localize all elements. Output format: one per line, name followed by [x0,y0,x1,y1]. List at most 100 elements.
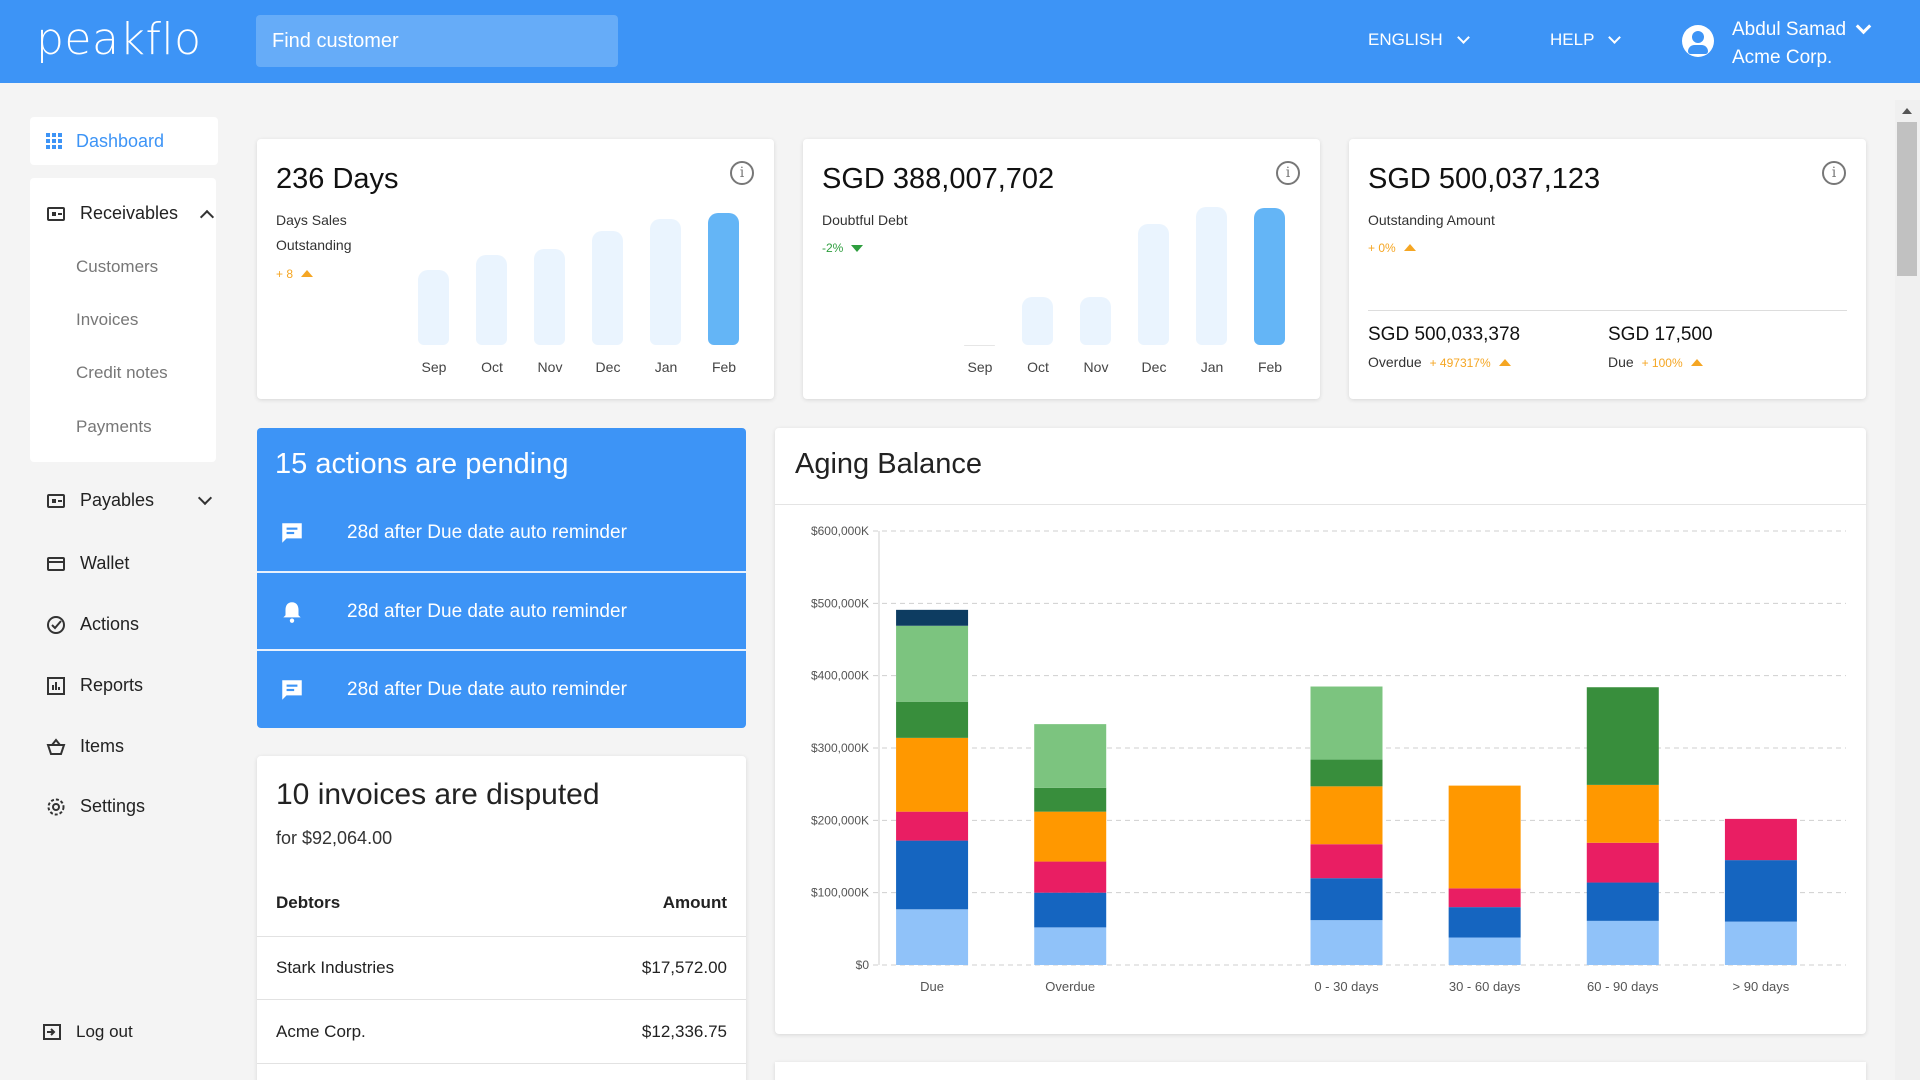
logout-label: Log out [76,1022,133,1041]
sidebar-item-payments[interactable]: Payments [76,417,152,436]
peakflo-logo[interactable]: peakflo [36,14,202,65]
stacked-bar-segment [1034,892,1107,928]
sidebar-item-label: Dashboard [76,130,165,151]
sidebar-item-label: Settings [80,796,146,816]
sidebar-item-actions[interactable]: Actions [46,614,139,635]
stacked-bar-segment [1586,784,1659,843]
sidebar-item-payables[interactable]: Payables [46,490,213,511]
top-header: peakflo Find customer ENGLISH HELP Abdul… [0,0,1920,83]
disputed-invoices-panel: 10 invoices are disputed for $92,064.00 … [257,756,746,1080]
divider [257,571,746,573]
divider [257,1063,746,1064]
sidebar-item-credit-notes[interactable]: Credit notes [76,363,168,382]
stacked-bar-segment [1586,920,1659,965]
pending-action-item[interactable]: 28d after Due date auto reminder [257,651,746,728]
sidebar-item-customers[interactable]: Customers [76,257,159,276]
arrow-up-icon [301,270,314,277]
info-icon[interactable]: i [1276,161,1300,185]
mini-bar-label: Sep [967,359,993,375]
debtor-name: Stark Industries [276,958,395,977]
overdue-value: SGD 500,033,378 [1368,324,1521,345]
mini-bar-label: Oct [481,359,503,375]
mini-bar-label: Jan [1200,359,1224,375]
bell-icon [283,601,301,623]
divider [257,936,746,937]
stacked-bar-segment [1586,882,1659,921]
stacked-bar-segment [1724,860,1797,922]
sidebar-item-label: Wallet [80,553,130,573]
pending-action-label: 28d after Due date auto reminder [347,678,627,700]
stacked-bar-segment [1310,878,1383,921]
language-dropdown[interactable]: ENGLISH [1368,30,1470,50]
due-change: + 100% [1641,356,1683,370]
sidebar-item-reports[interactable]: Reports [46,675,143,696]
y-tick-label: $400,000K [811,669,869,683]
user-menu[interactable]: Abdul Samad Acme Corp. [1682,16,1872,72]
user-org: Acme Corp. [1732,47,1833,68]
stacked-bar-segment [1586,687,1659,785]
mini-bar [476,254,507,345]
pending-action-item[interactable]: 28d after Due date auto reminder [257,573,746,650]
pending-action-item[interactable]: 28d after Due date auto reminder [257,494,746,571]
mini-bar-label: Nov [537,359,563,375]
overdue-change: + 497317% [1429,356,1491,370]
x-tick-label: 0 - 30 days [1314,979,1379,994]
chevron-down-icon[interactable] [1855,19,1872,35]
stacked-bar-segment [896,701,969,738]
sidebar-item-label: Receivables [80,203,179,223]
mini-bar [1196,206,1227,345]
stacked-bar-segment [1034,861,1107,893]
sidebar-item-dashboard[interactable]: Dashboard [30,117,218,165]
kpi-value: SGD 388,007,702 [822,163,1055,195]
sidebar-item-invoices[interactable]: Invoices [76,310,139,329]
sidebar-item-label: Items [80,736,125,756]
mini-bar [650,218,681,345]
sidebar-item-receivables[interactable]: Receivables [46,203,215,224]
stacked-bar-segment [1724,818,1797,861]
scroll-up-icon[interactable] [1902,108,1912,114]
y-tick-label: $0 [856,958,870,972]
x-tick-label: > 90 days [1733,979,1790,994]
logout-button[interactable]: Log out [42,1022,133,1042]
scrollbar-thumb[interactable] [1897,122,1917,276]
kpi-change-value: -2% [822,241,844,255]
chevron-down-icon [1608,31,1622,44]
chevron-up-icon [199,209,215,224]
kpi-label: Days Sales Outstanding [276,212,352,253]
sidebar-item-label: Actions [80,614,140,634]
column-header-debtors: Debtors [276,893,341,912]
receivables-icon [47,206,65,221]
stacked-bar-segment [1310,786,1383,845]
stacked-bar-segment [896,840,969,910]
sidebar-item-settings[interactable]: Settings [46,796,145,817]
stacked-bar-segment [1034,724,1107,788]
check-circle-icon [47,615,65,634]
mini-bar-label: Nov [1083,359,1109,375]
pending-actions-panel: 15 actions are pending [257,428,746,728]
mini-bar-label: Dec [595,359,621,375]
stacked-bar-segment [1034,811,1107,862]
sidebar-item-wallet[interactable]: Wallet [46,553,129,574]
help-dropdown[interactable]: HELP [1550,30,1622,50]
info-icon[interactable]: i [730,161,754,185]
info-icon[interactable]: i [1822,161,1846,185]
arrow-down-icon [851,245,864,252]
payables-icon [47,493,65,508]
divider [1368,310,1847,311]
user-avatar-icon [1682,25,1714,57]
due-value: SGD 17,500 [1608,324,1713,345]
pending-action-label: 28d after Due date auto reminder [347,600,627,622]
stacked-bar-segment [1586,842,1659,883]
stacked-bar-segment [896,811,969,841]
debtor-amount: $17,572.00 [641,958,727,977]
divider [257,999,746,1000]
sidebar-item-items[interactable]: Items [46,736,124,757]
chat-icon [282,679,302,700]
pending-action-label: 28d after Due date auto reminder [347,521,627,543]
y-tick-label: $500,000K [811,596,869,610]
mini-bar-label: Feb [1257,359,1283,375]
stacked-bar-segment [896,737,969,812]
search-input[interactable]: Find customer [256,15,618,67]
arrow-up-icon [1498,359,1511,366]
x-tick-label: Due [920,979,944,994]
